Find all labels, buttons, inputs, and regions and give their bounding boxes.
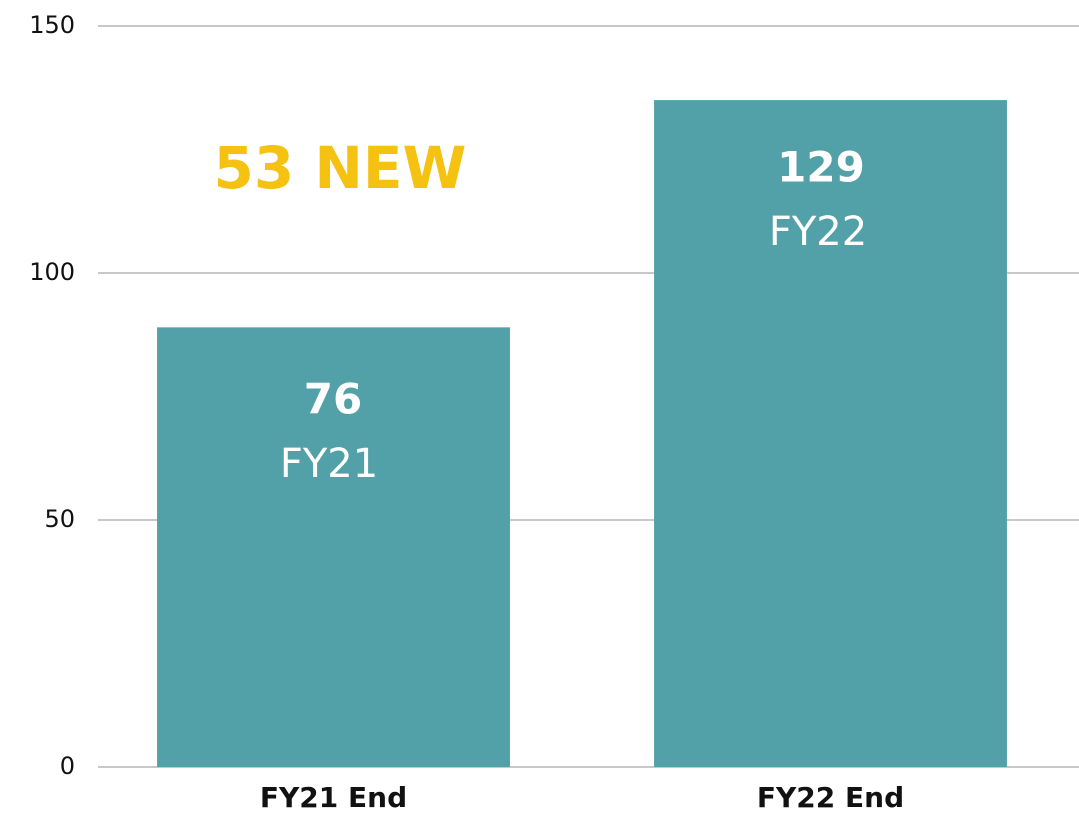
annotation: FY21 — [280, 441, 378, 487]
annotation: FY22 — [769, 209, 867, 255]
bar — [157, 327, 510, 767]
annotation: 76 — [304, 375, 362, 424]
annotation: 129 — [777, 143, 865, 192]
y-tick-label: 100 — [29, 258, 75, 286]
bar — [654, 100, 1007, 768]
annotation: 53 NEW — [213, 134, 466, 202]
y-tick-label: 0 — [60, 752, 75, 780]
x-tick-label: FY22 End — [757, 781, 904, 814]
y-tick-label: 150 — [29, 11, 75, 39]
y-tick-label: 50 — [44, 505, 75, 533]
x-tick-label: FY21 End — [260, 781, 407, 814]
